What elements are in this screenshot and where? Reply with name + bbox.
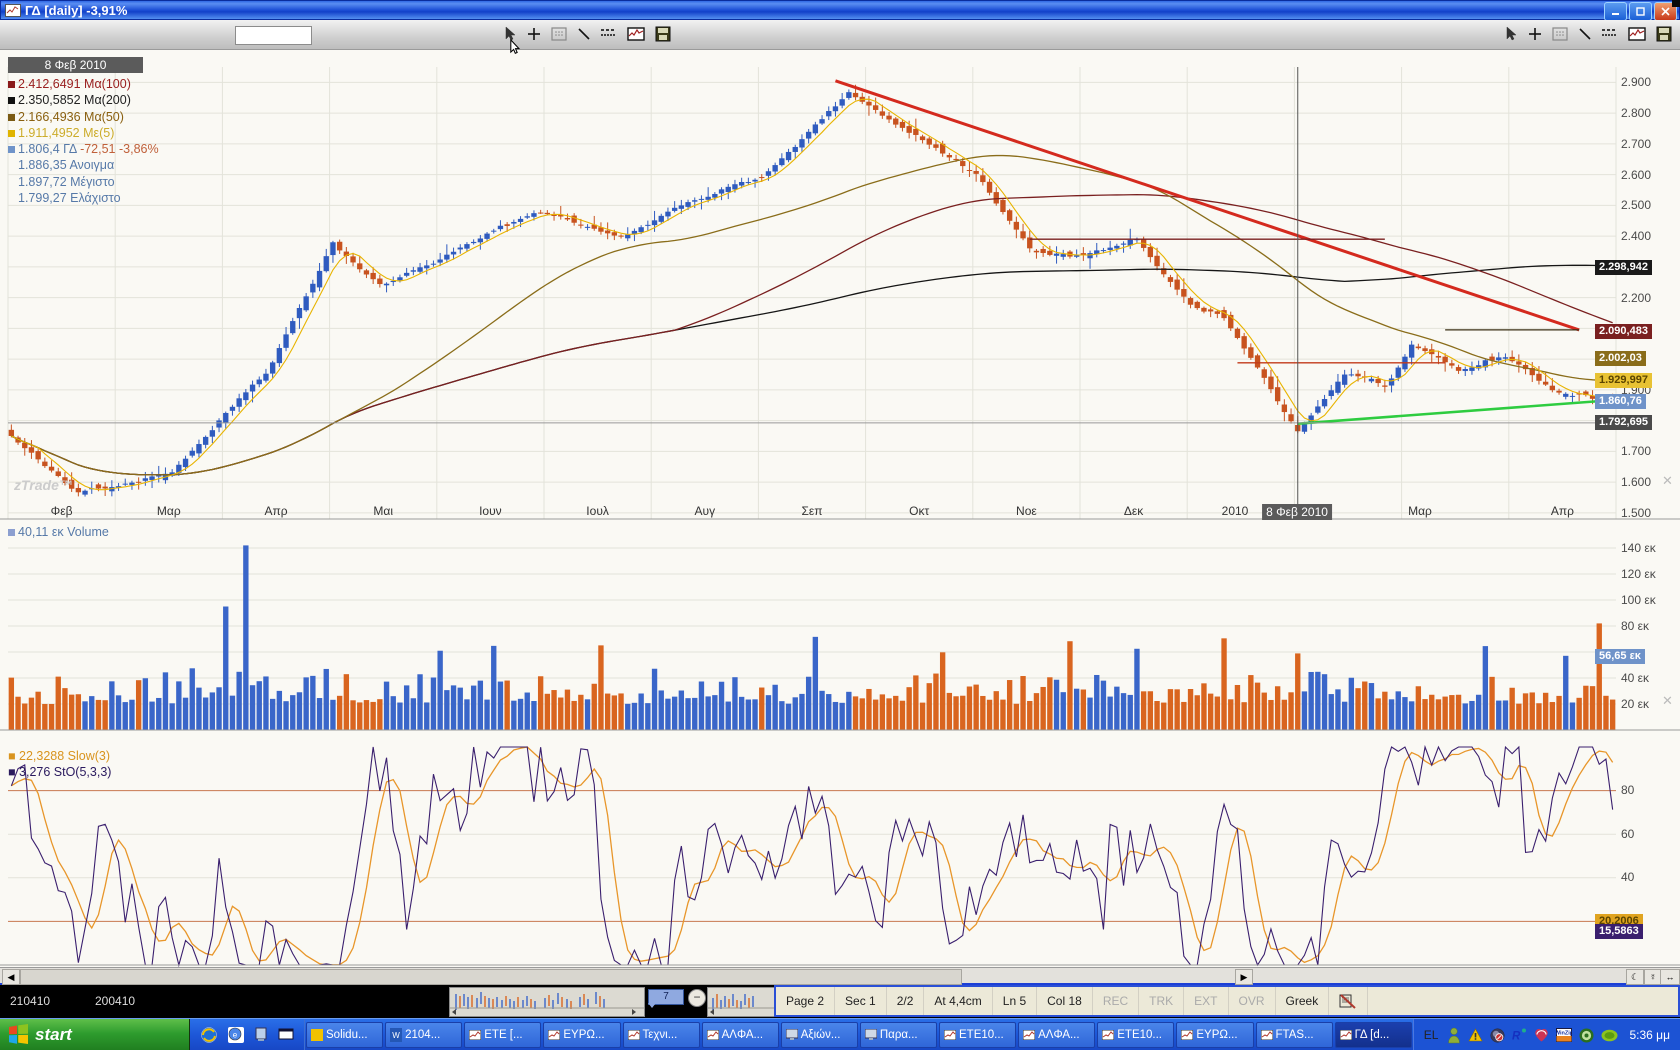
svg-text:R: R	[1512, 1031, 1521, 1043]
svg-text:WinZip: WinZip	[1556, 1031, 1572, 1037]
svg-text:W: W	[392, 1031, 400, 1040]
svg-text:e: e	[233, 1031, 238, 1040]
